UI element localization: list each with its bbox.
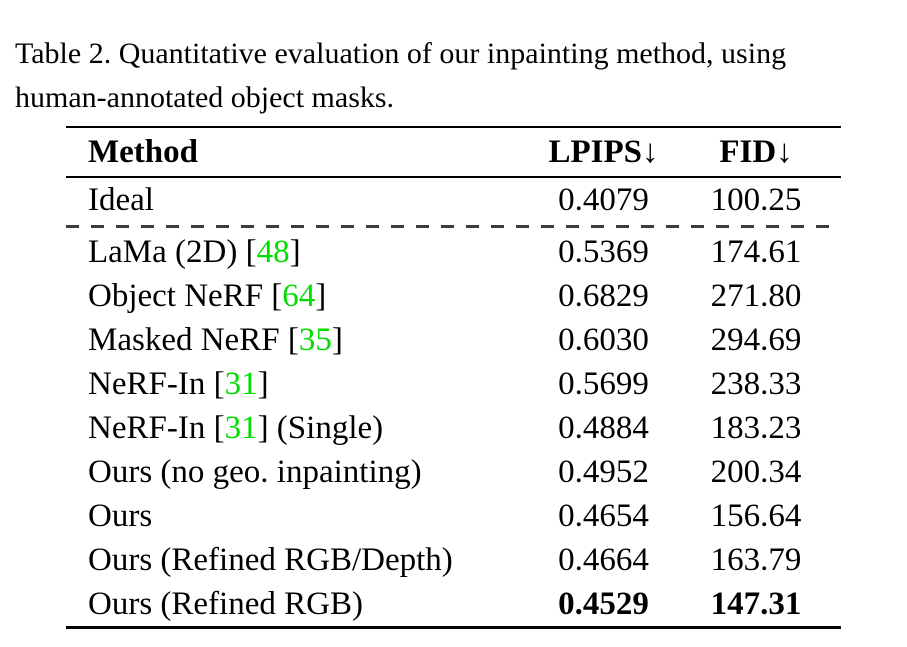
- method-label: Ours (no geo. inpainting): [88, 453, 422, 490]
- method-label: Masked NeRF [: [88, 321, 299, 358]
- method-label: Ours (Refined RGB): [88, 585, 363, 622]
- method-label: NeRF-In [: [88, 365, 225, 402]
- fid-cell: 200.34: [710, 453, 802, 490]
- method-header-label: Method: [88, 133, 198, 170]
- dashed-separator-row: [66, 222, 841, 230]
- fid-cell: 147.31: [710, 585, 802, 622]
- table-row: Object NeRF [64] 0.6829 271.80: [66, 274, 841, 318]
- lpips-cell: 0.4664: [558, 541, 649, 578]
- table-row: Ours (Refined RGB) 0.4529 147.31: [66, 582, 841, 628]
- fid-header-label: FID: [719, 133, 777, 170]
- fid-cell: 238.33: [710, 365, 802, 402]
- results-table: Method LPIPS↓ FID↓ Ideal 0.4079 100.25 L…: [66, 126, 841, 629]
- header-row: Method LPIPS↓ FID↓: [66, 127, 841, 178]
- method-cell: Object NeRF [64]: [66, 274, 536, 318]
- caption-line-2: human-annotated object masks.: [15, 81, 395, 114]
- lpips-cell: 0.4884: [558, 409, 649, 446]
- fid-cell: 271.80: [710, 277, 802, 314]
- lpips-cell: 0.4654: [558, 497, 649, 534]
- method-cell: LaMa (2D) [48]: [66, 230, 536, 274]
- lpips-header-label: LPIPS: [548, 133, 643, 170]
- lpips-cell: 0.6030: [558, 321, 649, 358]
- dashed-rule: [66, 225, 841, 228]
- fid-cell: 183.23: [710, 409, 802, 446]
- down-arrow-icon: ↓: [642, 133, 659, 170]
- fid-cell: 156.64: [710, 497, 802, 534]
- method-cell: Ours (Refined RGB/Depth): [66, 538, 536, 582]
- method-label: Object NeRF [: [88, 277, 283, 314]
- lpips-cell: 0.6829: [558, 277, 649, 314]
- method-label: Ideal: [88, 181, 154, 218]
- fid-cell: 294.69: [710, 321, 802, 358]
- table-row: Ideal 0.4079 100.25: [66, 177, 841, 222]
- method-cell: Ours (Refined RGB): [66, 582, 536, 628]
- lpips-cell: 0.4079: [558, 181, 649, 218]
- lpips-cell: 0.5699: [558, 365, 649, 402]
- caption-line-1: Table 2. Quantitative evaluation of our …: [15, 37, 787, 70]
- col-header-fid: FID↓: [671, 127, 841, 178]
- fid-cell: 174.61: [710, 233, 802, 270]
- table-row: NeRF-In [31] 0.5699 238.33: [66, 362, 841, 406]
- table-row: LaMa (2D) [48] 0.5369 174.61: [66, 230, 841, 274]
- method-cell: Masked NeRF [35]: [66, 318, 536, 362]
- down-arrow-icon: ↓: [776, 133, 793, 170]
- lpips-cell: 0.5369: [558, 233, 649, 270]
- citation-link[interactable]: 48: [256, 233, 290, 270]
- citation-link[interactable]: 31: [224, 409, 258, 446]
- method-label-suffix: ] (Single): [257, 409, 384, 446]
- method-label: LaMa (2D) [: [88, 233, 257, 270]
- method-label-suffix: ]: [289, 233, 301, 270]
- method-cell: NeRF-In [31]: [66, 362, 536, 406]
- method-label: Ours (Refined RGB/Depth): [88, 541, 453, 578]
- table-row: Ours (Refined RGB/Depth) 0.4664 163.79: [66, 538, 841, 582]
- table-row: Ours (no geo. inpainting) 0.4952 200.34: [66, 450, 841, 494]
- col-header-method: Method: [66, 127, 536, 178]
- table-row: Ours 0.4654 156.64: [66, 494, 841, 538]
- method-cell: Ideal: [66, 177, 536, 222]
- lpips-cell: 0.4952: [558, 453, 649, 490]
- citation-link[interactable]: 35: [298, 321, 332, 358]
- method-label-suffix: ]: [257, 365, 269, 402]
- method-cell: NeRF-In [31] (Single): [66, 406, 536, 450]
- fid-cell: 163.79: [710, 541, 802, 578]
- table-caption: Table 2. Quantitative evaluation of our …: [15, 32, 903, 120]
- method-label-suffix: ]: [331, 321, 343, 358]
- citation-link[interactable]: 31: [224, 365, 258, 402]
- fid-cell: 100.25: [710, 181, 802, 218]
- citation-link[interactable]: 64: [282, 277, 316, 314]
- method-label: Ours: [88, 497, 153, 534]
- table-row: NeRF-In [31] (Single) 0.4884 183.23: [66, 406, 841, 450]
- col-header-lpips: LPIPS↓: [536, 127, 671, 178]
- method-cell: Ours (no geo. inpainting): [66, 450, 536, 494]
- method-label-suffix: ]: [315, 277, 327, 314]
- lpips-cell: 0.4529: [558, 585, 649, 622]
- method-label: NeRF-In [: [88, 409, 225, 446]
- method-cell: Ours: [66, 494, 536, 538]
- table-row: Masked NeRF [35] 0.6030 294.69: [66, 318, 841, 362]
